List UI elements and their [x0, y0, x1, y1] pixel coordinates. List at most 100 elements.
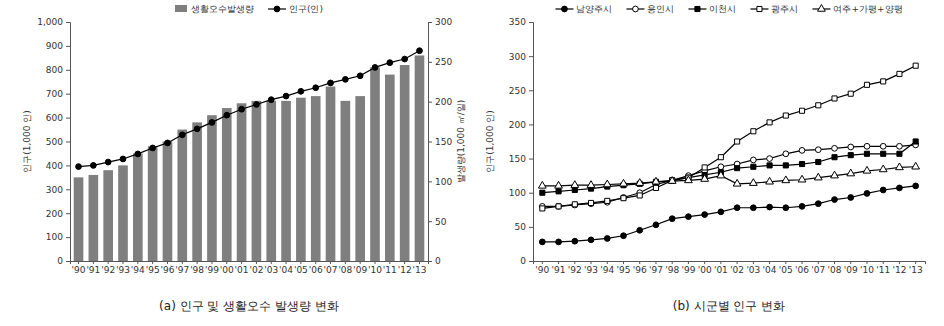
- marker: [783, 205, 789, 211]
- tick-label: '06: [795, 265, 809, 275]
- tick-mark: [720, 261, 721, 264]
- marker: [718, 164, 724, 170]
- bar: [370, 67, 380, 261]
- tick-label: '93: [584, 265, 598, 275]
- tick: '13: [909, 261, 923, 275]
- bar: [385, 75, 395, 261]
- legend-label: 생활오수발생량: [191, 4, 254, 14]
- bar: [192, 122, 202, 261]
- tick: '92: [101, 261, 115, 275]
- tick: 100: [509, 188, 533, 198]
- tick: '02: [730, 261, 744, 275]
- marker: [604, 236, 610, 242]
- tick-label: 700: [46, 89, 63, 99]
- tick-label: '03: [264, 265, 278, 275]
- bar: [415, 55, 425, 261]
- tick: '11: [876, 261, 890, 275]
- marker: [653, 185, 658, 190]
- tick-label: '95: [617, 265, 631, 275]
- tick: '07: [811, 261, 825, 275]
- tick-mark: [769, 261, 770, 264]
- tick: 150: [428, 137, 452, 147]
- tick: '03: [264, 261, 278, 275]
- marker: [881, 151, 886, 156]
- marker: [863, 166, 871, 173]
- marker: [387, 60, 393, 66]
- tick-label: 100: [46, 232, 63, 242]
- tick: '02: [249, 261, 263, 275]
- marker: [540, 190, 545, 195]
- series-line: [539, 183, 918, 245]
- marker: [864, 82, 869, 87]
- marker: [832, 197, 838, 203]
- tick-label: '07: [811, 265, 825, 275]
- tick-label: 100: [435, 177, 452, 187]
- marker: [734, 205, 740, 211]
- x-axis: '90'91'92'93'94'95'96'97'98'99'00'01'02'…: [534, 261, 926, 275]
- tick-label: '94: [600, 265, 614, 275]
- tick-label: '09: [353, 265, 367, 275]
- tick: 200: [428, 97, 452, 107]
- marker: [799, 203, 805, 209]
- bar: [103, 170, 113, 261]
- tick: 1,000: [37, 17, 70, 27]
- marker: [782, 176, 790, 183]
- tick: '05: [294, 261, 308, 275]
- tick-mark: [66, 237, 70, 238]
- tick-label: '05: [779, 265, 793, 275]
- legend-label: 광주시: [771, 4, 798, 14]
- chart-panel: '90'91'92'93'94'95'96'97'98'99'00'01'02'…: [22, 4, 466, 313]
- marker: [283, 93, 289, 99]
- legend-marker: [562, 6, 568, 12]
- tick-mark: [66, 261, 70, 262]
- tick-mark: [688, 261, 689, 264]
- tick-mark: [529, 159, 533, 160]
- tick: 400: [46, 161, 70, 171]
- tick: 800: [46, 65, 70, 75]
- tick-label: 350: [509, 17, 526, 27]
- marker: [832, 145, 838, 151]
- tick: 300: [46, 185, 70, 195]
- tick-mark: [529, 124, 533, 125]
- bar: [266, 101, 276, 261]
- line: [79, 51, 420, 167]
- y-axis-title: 인구(1,000 인): [22, 110, 32, 173]
- tick: '98: [190, 261, 204, 275]
- marker: [897, 143, 903, 149]
- tick-mark: [122, 261, 123, 264]
- tick: '09: [353, 261, 367, 275]
- tick-label: '99: [205, 265, 219, 275]
- marker: [402, 56, 408, 62]
- tick-mark: [66, 189, 70, 190]
- legend-marker: [818, 5, 826, 12]
- bar: [177, 130, 187, 261]
- series-bar: [74, 55, 425, 261]
- tick-label: 0: [520, 256, 526, 266]
- tick-mark: [850, 261, 851, 264]
- tick-label: '04: [279, 265, 293, 275]
- tick-label: '94: [131, 265, 145, 275]
- tick-label: '96: [160, 265, 174, 275]
- tick-label: '13: [909, 265, 923, 275]
- series-line: [539, 142, 918, 209]
- marker: [572, 202, 578, 208]
- tick: '04: [279, 261, 293, 275]
- marker: [668, 177, 676, 184]
- marker: [735, 166, 740, 171]
- tick: 200: [509, 120, 533, 130]
- tick-mark: [785, 261, 786, 264]
- marker: [653, 222, 659, 228]
- marker: [864, 191, 870, 197]
- tick-mark: [529, 90, 533, 91]
- marker: [799, 161, 804, 166]
- tick-label: '11: [876, 265, 890, 275]
- marker: [814, 173, 822, 180]
- tick: 300: [509, 52, 533, 62]
- tick-mark: [542, 261, 543, 264]
- marker: [150, 145, 156, 151]
- tick-mark: [529, 22, 533, 23]
- tick-label: '02: [730, 265, 744, 275]
- marker: [621, 196, 626, 201]
- tick-mark: [315, 261, 316, 264]
- tick-label: '93: [116, 265, 130, 275]
